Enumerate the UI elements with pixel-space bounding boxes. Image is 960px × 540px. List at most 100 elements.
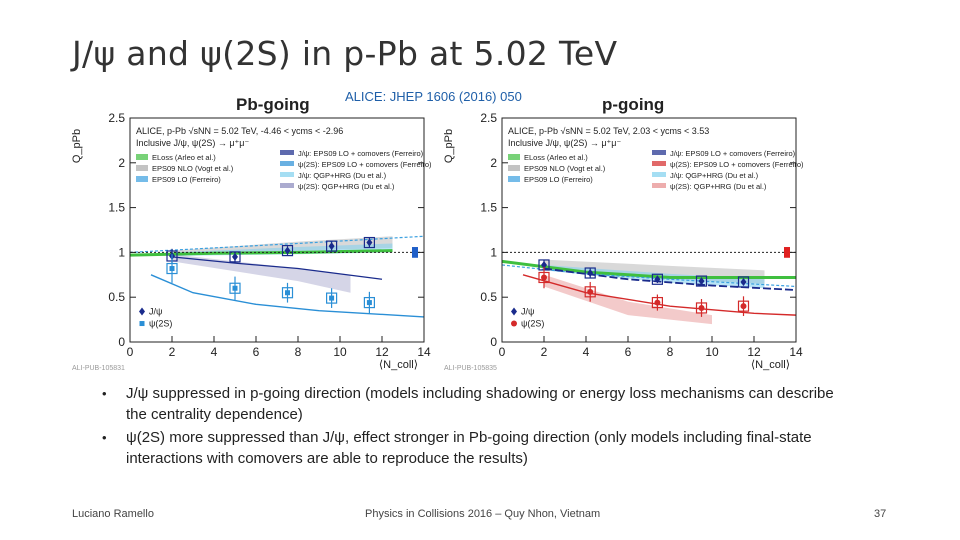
x-axis-label: ⟨N_coll⟩ [379, 359, 418, 371]
model-legend-entry: J/ψ: EPS09 LO + comovers (Ferreiro) [670, 149, 796, 158]
data-point-psi2s [587, 288, 594, 295]
model-legend-entry: ψ(2S): QGP+HRG (Du et al.) [670, 182, 767, 191]
data-legend-entry: J/ψ [149, 307, 162, 317]
data-point-jpsi [698, 277, 705, 286]
y-tick-label: 2 [118, 156, 125, 170]
model-comovers-psi2s-curve [522, 274, 797, 316]
y-tick-label: 2.5 [480, 111, 497, 125]
y-tick-label: 1 [118, 245, 125, 259]
panel-title-p-going: p-going [602, 95, 665, 114]
syst-box [651, 296, 663, 309]
legend-swatch [508, 176, 520, 182]
legend-swatch [280, 150, 294, 155]
plot-frame [501, 117, 797, 343]
legend-swatch [280, 183, 294, 188]
page-number: 37 [874, 508, 887, 520]
syst-box [363, 236, 375, 249]
data-point-psi2s [698, 304, 705, 311]
x-axis-label: ⟨N_coll⟩ [751, 359, 790, 371]
x-tick-label: 8 [295, 345, 302, 359]
header-line: ALICE, p-Pb √sNN = 5.02 TeV, -4.46 < ycm… [136, 126, 343, 136]
bullet-text: J/ψ suppressed in p-going direction (mod… [126, 385, 834, 423]
model-legend-entry: J/ψ: QGP+HRG (Du et al.) [298, 171, 387, 180]
y-tick-label: 0 [490, 335, 497, 349]
syst-box [363, 296, 375, 309]
legend-swatch [280, 161, 294, 166]
x-tick-label: 10 [705, 345, 719, 359]
data-point-jpsi [541, 260, 547, 269]
data-point-psi2s [169, 266, 175, 272]
legend-swatch [652, 161, 666, 166]
data-point-psi2s [232, 285, 238, 291]
syst-box [326, 292, 338, 304]
syst-box [538, 271, 550, 284]
chart-p-going: 0 0.5 1 1.5 2 2.5 0 2 4 6 8 10 12 14⟨N_coll⟩ Q_pPb ALIC… [443, 111, 804, 372]
legend-marker-psi2s [511, 320, 517, 327]
legend-marker-psi2s [139, 321, 145, 327]
data-point-jpsi [366, 238, 373, 247]
data-point-jpsi [654, 275, 661, 284]
chart-pb-going: 0 0.5 1 1.5 2 2.5 0 2 4 6 8 10 12 14⟨N_coll⟩ Q_pPb ALIC… [71, 111, 432, 372]
x-tick-label: 8 [667, 345, 674, 359]
syst-box [281, 245, 294, 257]
x-tick-label: 2 [541, 345, 548, 359]
y-tick-label: 1.5 [480, 201, 497, 215]
data-legend-entry: ψ(2S) [521, 319, 544, 329]
legend-swatch [508, 154, 520, 160]
global-syst-box [784, 247, 790, 258]
legend-marker-jpsi [511, 307, 517, 316]
data-point-jpsi [328, 242, 335, 251]
syst-box [229, 251, 241, 263]
data-point-jpsi [232, 252, 238, 261]
model-legend-entry: J/ψ: QGP+HRG (Du et al.) [670, 171, 759, 180]
model-legend-entry: EPS09 NLO (Vogt et al.) [524, 164, 606, 173]
syst-box [737, 276, 750, 288]
watermark-label: ALI-PUB-105831 [72, 365, 125, 372]
data-point-psi2s [285, 290, 290, 296]
bullet-symbol: • [102, 430, 107, 445]
legend-swatch [280, 172, 294, 177]
data-point-psi2s [654, 299, 661, 306]
model-comovers-jpsi-curve [171, 256, 383, 280]
bullet-item: • J/ψ suppressed in p-going direction (m… [96, 383, 856, 425]
legend-swatch [652, 172, 666, 177]
y-axis-label: Q_pPb [443, 129, 455, 163]
model-legend-entry: EPS09 NLO (Vogt et al.) [152, 164, 234, 173]
data-legend-entry: ψ(2S) [149, 319, 172, 329]
footer-author: Luciano Ramello [72, 508, 154, 520]
legend-swatch [136, 154, 148, 160]
model-comovers-psi2s-curve [150, 274, 425, 318]
syst-box [229, 282, 241, 294]
y-tick-label: 1.5 [108, 201, 125, 215]
model-legend-entry: ψ(2S): EPS09 LO + comovers (Ferreiro) [298, 160, 432, 169]
y-tick-label: 0.5 [108, 290, 125, 304]
model-legend-entry: ELoss (Arleo et al.) [152, 153, 216, 162]
data-point-psi2s [366, 300, 372, 306]
watermark-label: ALI-PUB-105835 [444, 365, 497, 372]
syst-box [737, 300, 750, 312]
syst-box [695, 275, 708, 287]
data-point-psi2s [541, 274, 547, 281]
header-line: ALICE, p-Pb √sNN = 5.02 TeV, 2.03 < ycms… [508, 126, 709, 136]
y-tick-label: 2.5 [108, 111, 125, 125]
bullet-item: • ψ(2S) more suppressed than J/ψ, effect… [96, 427, 856, 469]
y-tick-label: 2 [490, 156, 497, 170]
legend-swatch [652, 183, 666, 188]
model-legend-entry: ψ(2S): EPS09 LO + comovers (Ferreiro) [670, 160, 804, 169]
legend-marker-jpsi [139, 307, 145, 316]
plot-frame [129, 117, 425, 343]
citation: ALICE: JHEP 1606 (2016) 050 [345, 89, 522, 104]
model-qgp-psi2s-band [544, 274, 712, 325]
data-legend-entry: J/ψ [521, 307, 534, 317]
global-syst-box [412, 247, 418, 258]
y-tick-label: 0 [118, 335, 125, 349]
model-legend-entry: EPS09 LO (Ferreiro) [524, 175, 593, 184]
x-tick-label: 12 [375, 345, 389, 359]
syst-box [695, 302, 708, 314]
syst-box [326, 240, 338, 252]
model-qgp-psi2s-band [172, 254, 351, 293]
x-tick-label: 0 [127, 345, 134, 359]
syst-box [651, 273, 663, 285]
legend-swatch [136, 176, 148, 182]
x-tick-label: 6 [625, 345, 632, 359]
